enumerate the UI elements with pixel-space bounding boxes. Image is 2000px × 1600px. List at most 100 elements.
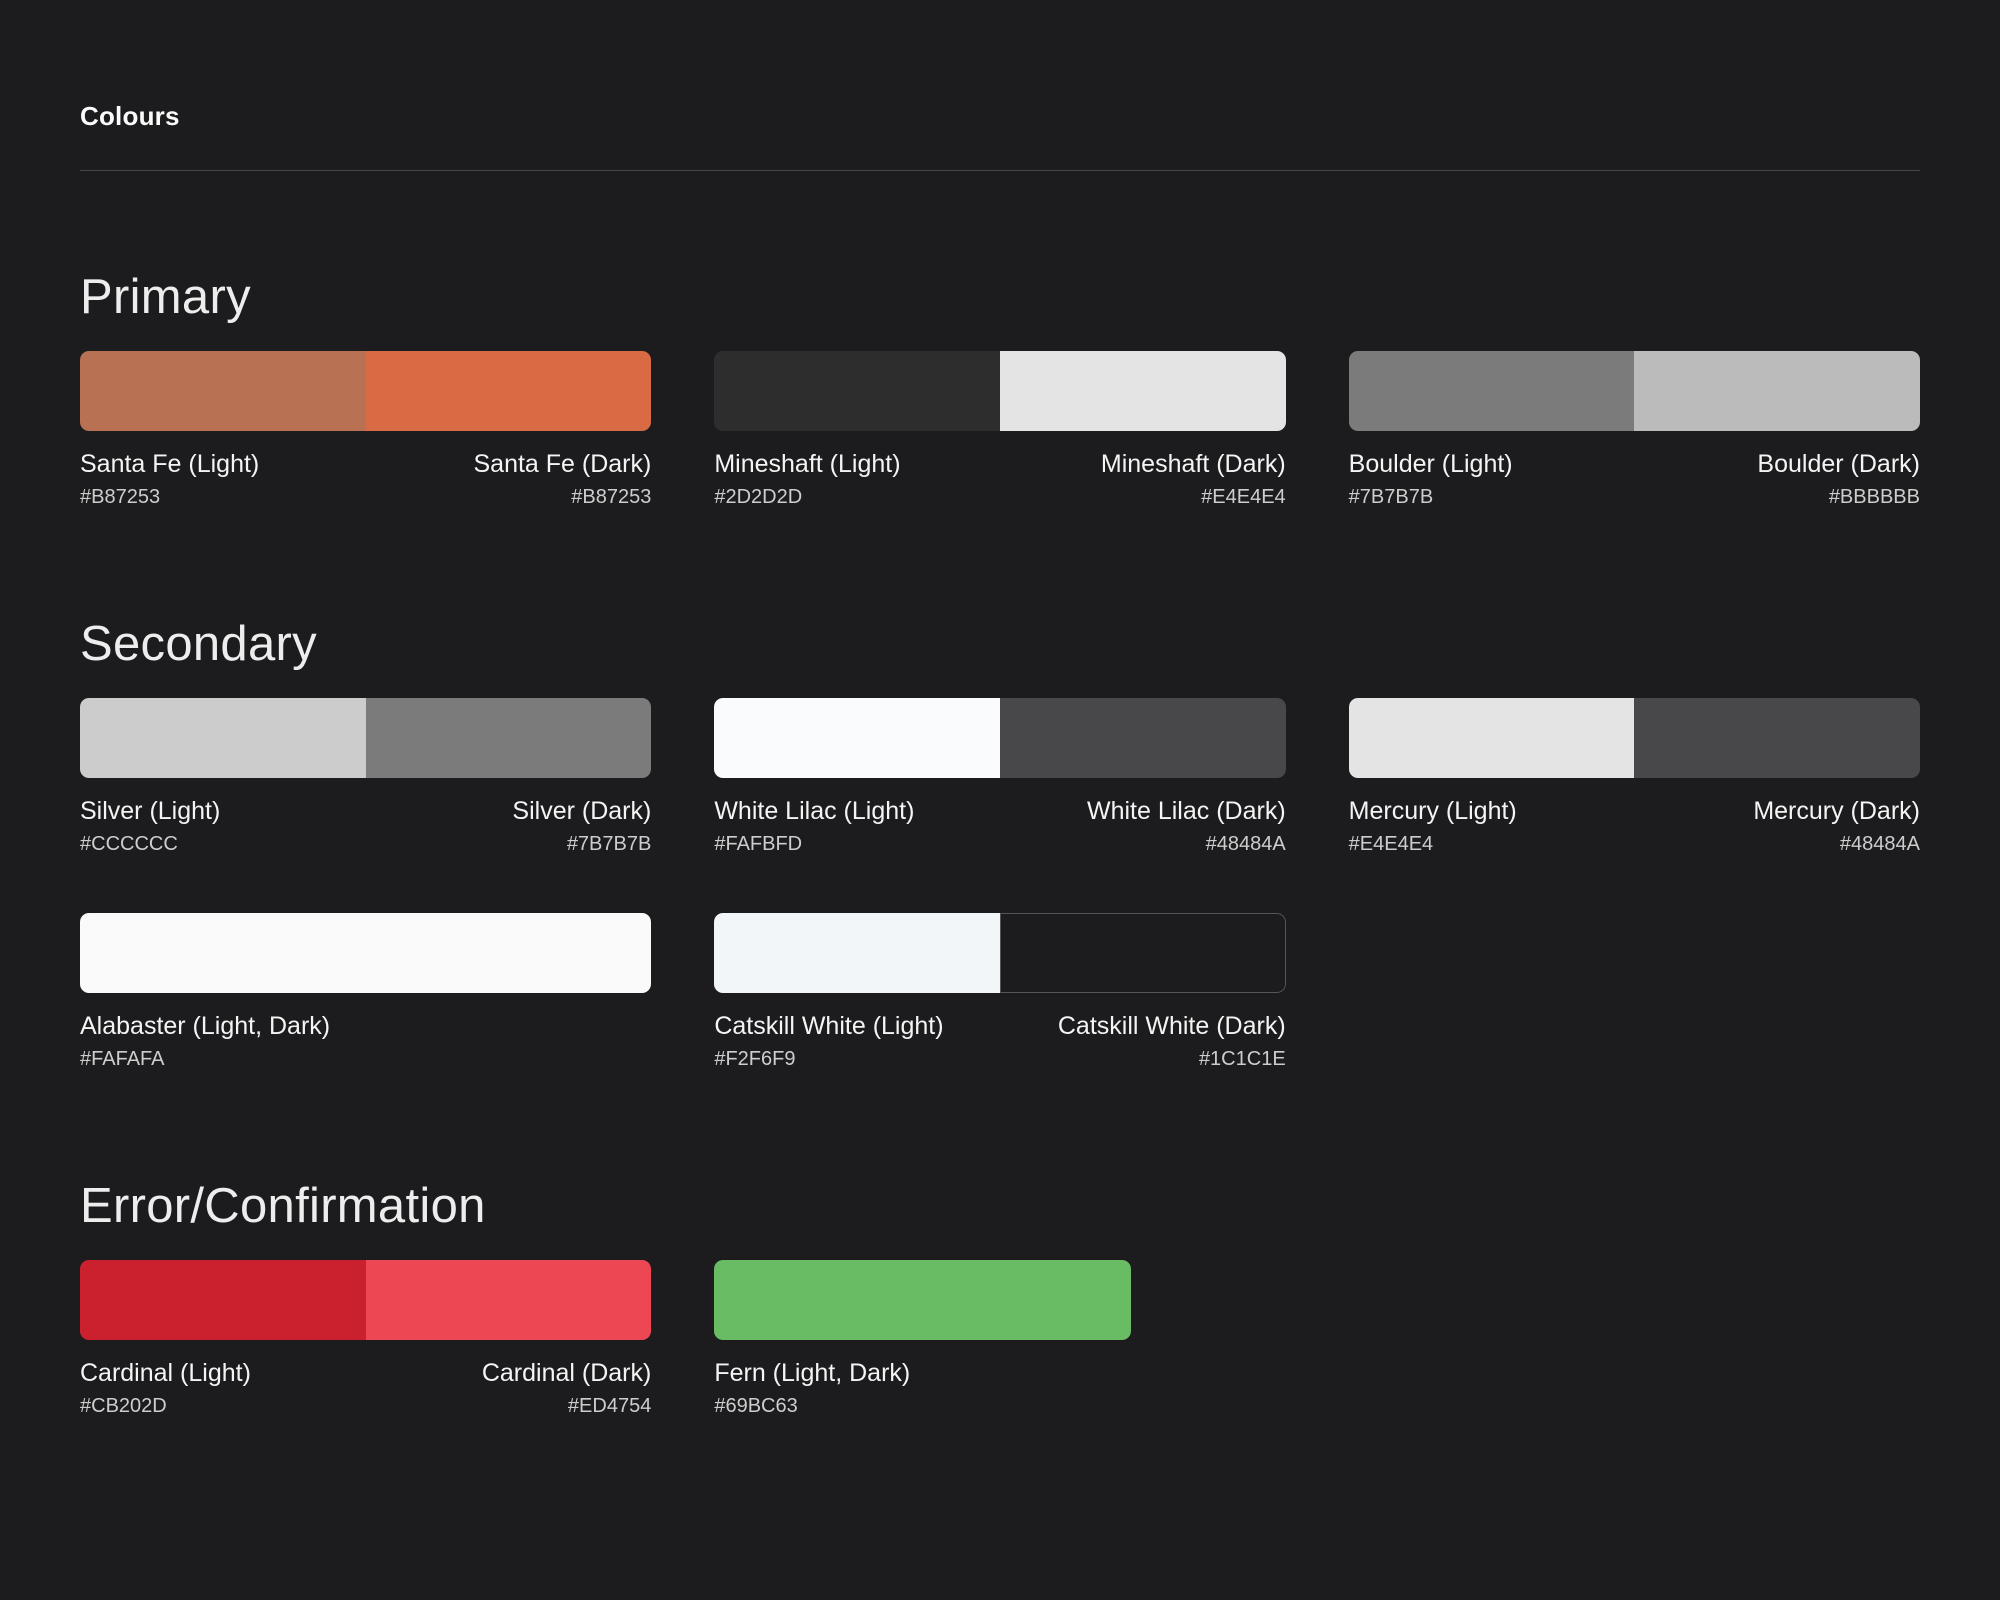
swatch-bar bbox=[80, 913, 652, 993]
swatch-label-group: Mercury (Dark) #48484A bbox=[1753, 796, 1920, 857]
swatch-name: Cardinal (Dark) bbox=[481, 1359, 652, 1387]
swatch-labels: Fern (Light, Dark) #69BC63 bbox=[714, 1358, 1285, 1419]
swatch-hex: #69BC63 bbox=[714, 1395, 798, 1417]
swatch-color bbox=[714, 913, 1000, 993]
swatch-label-group: Boulder (Dark) #BBBBBB bbox=[1757, 449, 1920, 510]
swatch-color bbox=[365, 1260, 652, 1340]
swatch-card: Mercury (Light) #E4E4E4 Mercury (Dark) #484… bbox=[1348, 698, 1920, 857]
swatch-hex: #BBBBBB bbox=[1828, 486, 1920, 508]
swatch-color bbox=[365, 698, 652, 778]
swatch-card: Boulder (Light) #7B7B7B Boulder (Dark) #BBB… bbox=[1348, 351, 1920, 510]
swatch-labels: Alabaster (Light, Dark) #FAFAFA bbox=[80, 1011, 651, 1072]
swatch-name: Mineshaft (Light) bbox=[714, 450, 901, 478]
swatch-hex: #ED4754 bbox=[567, 1395, 652, 1417]
swatch-label-group: Mercury (Light) #E4E4E4 bbox=[1349, 796, 1517, 857]
swatch-color bbox=[365, 351, 652, 431]
swatch-card: Cardinal (Light) #CB202D Cardinal (Dark) #E… bbox=[80, 1260, 652, 1419]
swatch-hex: #48484A bbox=[1205, 833, 1286, 855]
swatch-name: Fern (Light, Dark) bbox=[714, 1359, 911, 1387]
swatch-label-group: Fern (Light, Dark) #69BC63 bbox=[714, 1358, 910, 1419]
swatch-label-group: Catskill White (Light) #F2F6F9 bbox=[714, 1011, 943, 1072]
swatch-hex: #7B7B7B bbox=[566, 833, 652, 855]
swatch-color bbox=[1634, 351, 1920, 431]
swatch-color bbox=[1000, 698, 1286, 778]
swatch-color bbox=[80, 351, 366, 431]
swatch-name: Boulder (Light) bbox=[1348, 450, 1513, 478]
swatch-labels: White Lilac (Light) #FAFBFD White Lilac (D… bbox=[714, 796, 1285, 857]
swatch-hex: #CB202D bbox=[80, 1395, 167, 1417]
page-title: Colours bbox=[80, 101, 180, 131]
swatch-color bbox=[1634, 698, 1920, 778]
swatch-name: Cardinal (Light) bbox=[80, 1359, 251, 1387]
swatch-color bbox=[714, 1260, 1132, 1340]
swatch-hex: #1C1C1E bbox=[1198, 1048, 1286, 1070]
title-divider bbox=[80, 170, 1920, 171]
swatch-labels: Santa Fe (Light) #B87253 Santa Fe (Dark) #B… bbox=[80, 449, 651, 510]
swatch-card: White Lilac (Light) #FAFBFD White Lilac (D… bbox=[714, 698, 1286, 857]
swatch-color bbox=[714, 351, 1000, 431]
swatch-label-group: Boulder (Light) #7B7B7B bbox=[1349, 449, 1513, 510]
swatch-grid: Cardinal (Light) #CB202D Cardinal (Dark) #E… bbox=[80, 1260, 1920, 1419]
swatch-labels: Silver (Light) #CCCCCC Silver (Dark) #7B7B7… bbox=[80, 796, 651, 857]
swatch-grid: Silver (Light) #CCCCCC Silver (Dark) #7B7B7… bbox=[80, 698, 1920, 1072]
swatch-bar bbox=[1348, 698, 1920, 778]
swatch-grid: Santa Fe (Light) #B87253 Santa Fe (Dark) #B… bbox=[80, 351, 1920, 510]
swatch-label-group: Santa Fe (Light) #B87253 bbox=[80, 449, 259, 510]
swatch-color bbox=[714, 698, 1000, 778]
swatch-color bbox=[80, 1260, 366, 1340]
section-heading: Error/Confirmation bbox=[80, 1179, 486, 1233]
color-section: Error/Confirmation Cardinal (Light) #CB202… bbox=[80, 1178, 1920, 1419]
swatch-hex: #FAFBFD bbox=[714, 833, 803, 855]
section-heading: Secondary bbox=[80, 617, 317, 671]
swatch-hex: #E4E4E4 bbox=[1348, 833, 1434, 855]
swatch-bar bbox=[714, 913, 1286, 993]
swatch-hex: #FAFAFA bbox=[80, 1048, 165, 1070]
swatch-card: Alabaster (Light, Dark) #FAFAFA bbox=[80, 913, 652, 1072]
swatch-labels: Mercury (Light) #E4E4E4 Mercury (Dark) #484… bbox=[1349, 796, 1920, 857]
swatch-color bbox=[1000, 351, 1286, 431]
swatch-name: Boulder (Dark) bbox=[1757, 450, 1920, 478]
swatch-name: Catskill White (Light) bbox=[714, 1012, 944, 1040]
swatch-name: Catskill White (Dark) bbox=[1057, 1012, 1286, 1040]
swatch-bar bbox=[714, 698, 1286, 778]
swatch-bar bbox=[1348, 351, 1920, 431]
swatch-bar bbox=[80, 698, 652, 778]
swatch-label-group: Cardinal (Light) #CB202D bbox=[80, 1358, 251, 1419]
swatch-bar bbox=[80, 1260, 652, 1340]
swatch-bar bbox=[714, 1260, 1132, 1340]
swatch-label-group: White Lilac (Dark) #48484A bbox=[1087, 796, 1286, 857]
swatch-label-group: Cardinal (Dark) #ED4754 bbox=[482, 1358, 651, 1419]
swatch-labels: Mineshaft (Light) #2D2D2D Mineshaft (Dark)… bbox=[714, 449, 1285, 510]
swatch-card: Santa Fe (Light) #B87253 Santa Fe (Dark) #B… bbox=[80, 351, 652, 510]
swatch-name: Mercury (Light) bbox=[1348, 797, 1517, 825]
swatch-hex: #E4E4E4 bbox=[1201, 486, 1286, 508]
swatch-bar bbox=[80, 351, 652, 431]
section-heading: Primary bbox=[80, 270, 251, 324]
swatch-card: Fern (Light, Dark) #69BC63 bbox=[714, 1260, 1285, 1419]
swatch-label-group: White Lilac (Light) #FAFBFD bbox=[714, 796, 914, 857]
swatch-hex: #48484A bbox=[1839, 833, 1920, 855]
swatch-hex: #B87253 bbox=[80, 486, 161, 508]
swatch-hex: #7B7B7B bbox=[1348, 486, 1434, 508]
swatch-labels: Cardinal (Light) #CB202D Cardinal (Dark) #E… bbox=[80, 1358, 651, 1419]
swatch-color bbox=[80, 913, 652, 993]
swatch-name: White Lilac (Dark) bbox=[1087, 797, 1286, 825]
swatch-hex: #2D2D2D bbox=[714, 486, 803, 508]
swatch-name: Silver (Light) bbox=[80, 797, 221, 825]
swatch-name: Alabaster (Light, Dark) bbox=[80, 1012, 331, 1040]
swatch-label-group: Silver (Dark) #7B7B7B bbox=[512, 796, 651, 857]
color-section: Secondary Silver (Light) #CCCCCC Silver (Da… bbox=[80, 616, 1920, 1072]
swatch-color bbox=[1348, 698, 1635, 778]
swatch-labels: Boulder (Light) #7B7B7B Boulder (Dark) #BBB… bbox=[1349, 449, 1920, 510]
swatch-name: Mercury (Dark) bbox=[1753, 797, 1920, 825]
swatch-hex: #CCCCCC bbox=[80, 833, 178, 855]
swatch-label-group: Alabaster (Light, Dark) #FAFAFA bbox=[80, 1011, 330, 1072]
swatch-card: Silver (Light) #CCCCCC Silver (Dark) #7B7B7… bbox=[80, 698, 652, 857]
swatch-label-group: Santa Fe (Dark) #B87253 bbox=[473, 449, 651, 510]
swatch-name: Santa Fe (Dark) bbox=[473, 450, 652, 478]
swatch-name: Mineshaft (Dark) bbox=[1100, 450, 1286, 478]
swatch-label-group: Mineshaft (Dark) #E4E4E4 bbox=[1101, 449, 1286, 510]
swatch-name: Santa Fe (Light) bbox=[80, 450, 260, 478]
swatch-labels: Catskill White (Light) #F2F6F9 Catskill Wh… bbox=[714, 1011, 1285, 1072]
